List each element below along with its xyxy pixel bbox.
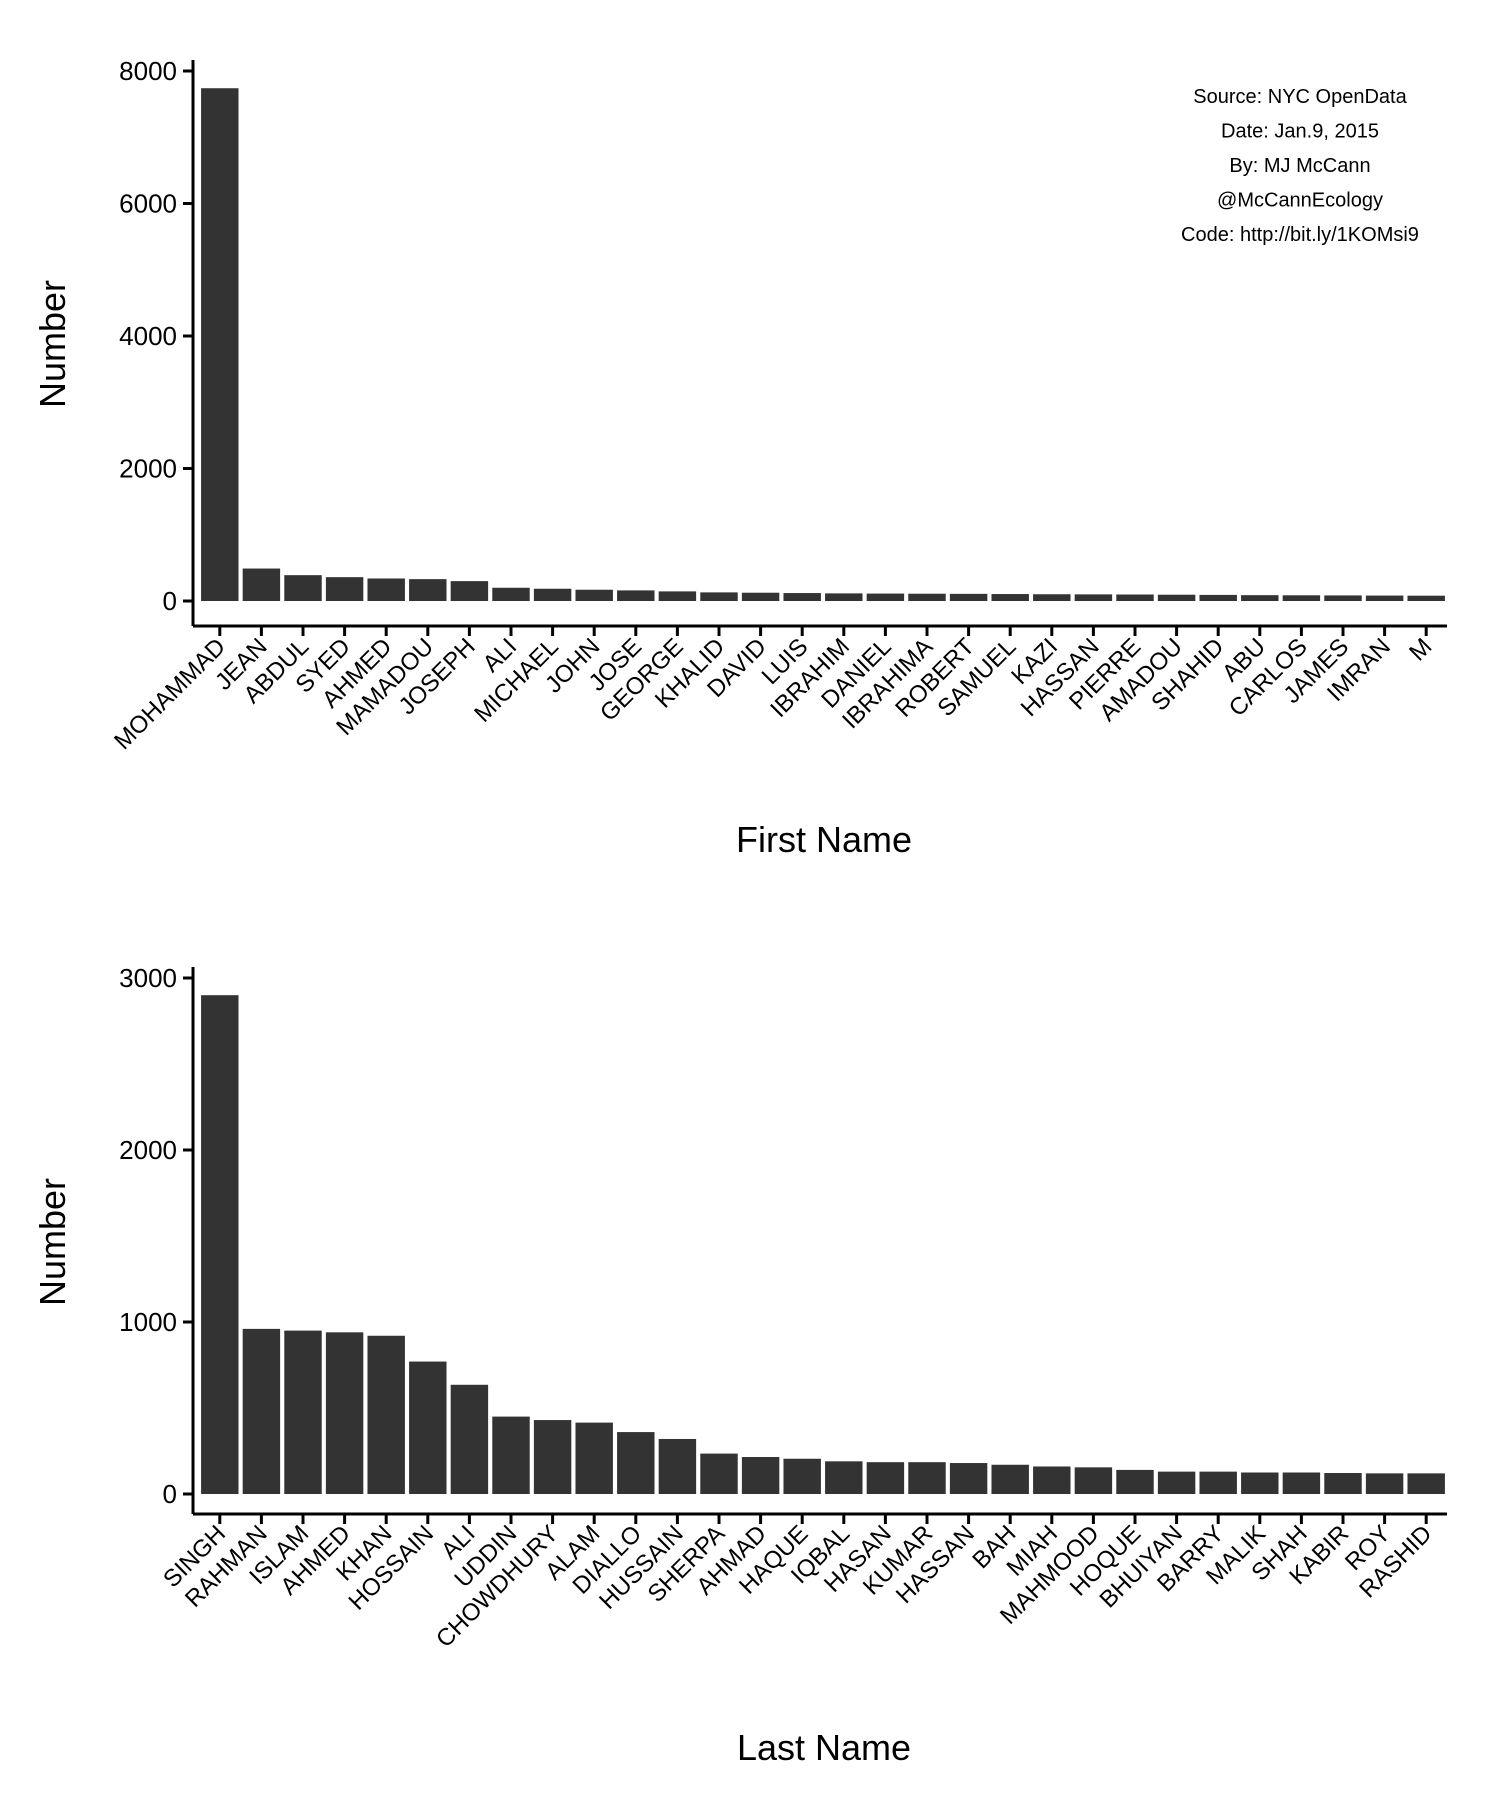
bar-daniel	[866, 593, 905, 601]
y-tick-label: 2000	[119, 454, 177, 484]
x-tick-label: M	[1404, 633, 1437, 666]
bar-george	[658, 591, 697, 601]
bar-barry	[1199, 1471, 1237, 1494]
y-tick-label: 0	[163, 586, 177, 616]
bar-abu	[1241, 595, 1279, 601]
bar-roy	[1365, 1473, 1404, 1494]
y-tick-label: 4000	[119, 321, 177, 351]
x-tick-label: MOHAMMAD	[109, 633, 231, 755]
bar-hussain	[658, 1438, 697, 1494]
y-axis-title: Number	[32, 1178, 73, 1306]
bar-miah	[1033, 1466, 1071, 1494]
bar-rashid	[1407, 1473, 1445, 1494]
bar-bah	[991, 1464, 1029, 1494]
bar-jose	[617, 590, 655, 601]
bar-ahmed	[325, 1332, 364, 1494]
bar-luis	[783, 593, 821, 601]
bar-haque	[783, 1458, 821, 1494]
bar-kumar	[908, 1462, 946, 1494]
bar-uddin	[492, 1416, 530, 1494]
annotation-line: Source: NYC OpenData	[1193, 86, 1407, 108]
bar-abdul	[284, 575, 322, 601]
bar-ali	[450, 1384, 489, 1494]
source-annotation: Source: NYC OpenData Date: Jan.9, 2015 By:…	[1181, 86, 1419, 246]
annotation-line: Date: Jan.9, 2015	[1221, 121, 1379, 143]
y-axis-title: Number	[32, 280, 73, 408]
bar-hoque	[1116, 1469, 1154, 1494]
annotation-line: By: MJ McCann	[1229, 155, 1370, 177]
bar-jean	[242, 568, 281, 601]
bar-ahmad	[741, 1457, 780, 1494]
bar-islam	[284, 1330, 322, 1494]
bar-rahman	[242, 1328, 281, 1494]
y-tick-label: 0	[163, 1479, 177, 1509]
y-tick-label: 8000	[119, 56, 177, 86]
bar-pierre	[1116, 594, 1154, 601]
bar-shah	[1282, 1472, 1321, 1494]
bar-ali	[492, 587, 530, 601]
bar-joseph	[450, 581, 489, 602]
bar-kabir	[1324, 1473, 1362, 1494]
bar-imran	[1365, 595, 1404, 601]
bar-iqbal	[825, 1461, 863, 1494]
bar-ahmed	[367, 578, 405, 601]
bar-samuel	[991, 594, 1029, 601]
bar-james	[1324, 595, 1362, 601]
bar-diallo	[617, 1432, 655, 1494]
bar-mamadou	[409, 579, 447, 601]
bar-hassan	[949, 1463, 988, 1494]
x-axis-title: First Name	[736, 819, 912, 860]
bar-carlos	[1282, 595, 1321, 601]
bar-hossain	[409, 1361, 447, 1494]
y-tick-label: 6000	[119, 189, 177, 219]
bar-m	[1407, 595, 1445, 601]
bar-shahid	[1199, 594, 1237, 601]
bar-david	[741, 592, 780, 601]
bar-mohammad	[201, 88, 239, 602]
bar-kazi	[1033, 594, 1071, 601]
x-axis-title: Last Name	[737, 1727, 911, 1768]
bar-ibrahima	[908, 593, 946, 601]
bar-chowdhury	[533, 1420, 572, 1494]
bar-michael	[533, 588, 572, 601]
bar-john	[575, 589, 613, 601]
bar-hassan	[1074, 594, 1113, 602]
last-name-chart: 0100020003000SINGHRAHMANISLAMAHMEDKHANHO…	[32, 963, 1447, 1768]
bar-syed	[325, 577, 364, 601]
bar-mahmood	[1074, 1467, 1113, 1494]
bar-bhuiyan	[1157, 1471, 1196, 1494]
bar-amadou	[1157, 594, 1196, 601]
y-tick-label: 3000	[119, 963, 177, 993]
bar-sherpa	[700, 1453, 738, 1494]
y-tick-label: 2000	[119, 1135, 177, 1165]
bar-khalid	[700, 592, 738, 601]
annotation-line: @McCannEcology	[1217, 190, 1383, 212]
bar-ibrahim	[825, 593, 863, 601]
y-tick-label: 1000	[119, 1307, 177, 1337]
bar-singh	[201, 995, 239, 1494]
bar-robert	[949, 593, 988, 601]
bar-khan	[367, 1335, 405, 1494]
bar-malik	[1241, 1472, 1279, 1494]
bar-alam	[575, 1422, 613, 1494]
bar-hasan	[866, 1462, 905, 1494]
annotation-line: Code: http://bit.ly/1KOMsi9	[1181, 224, 1419, 246]
